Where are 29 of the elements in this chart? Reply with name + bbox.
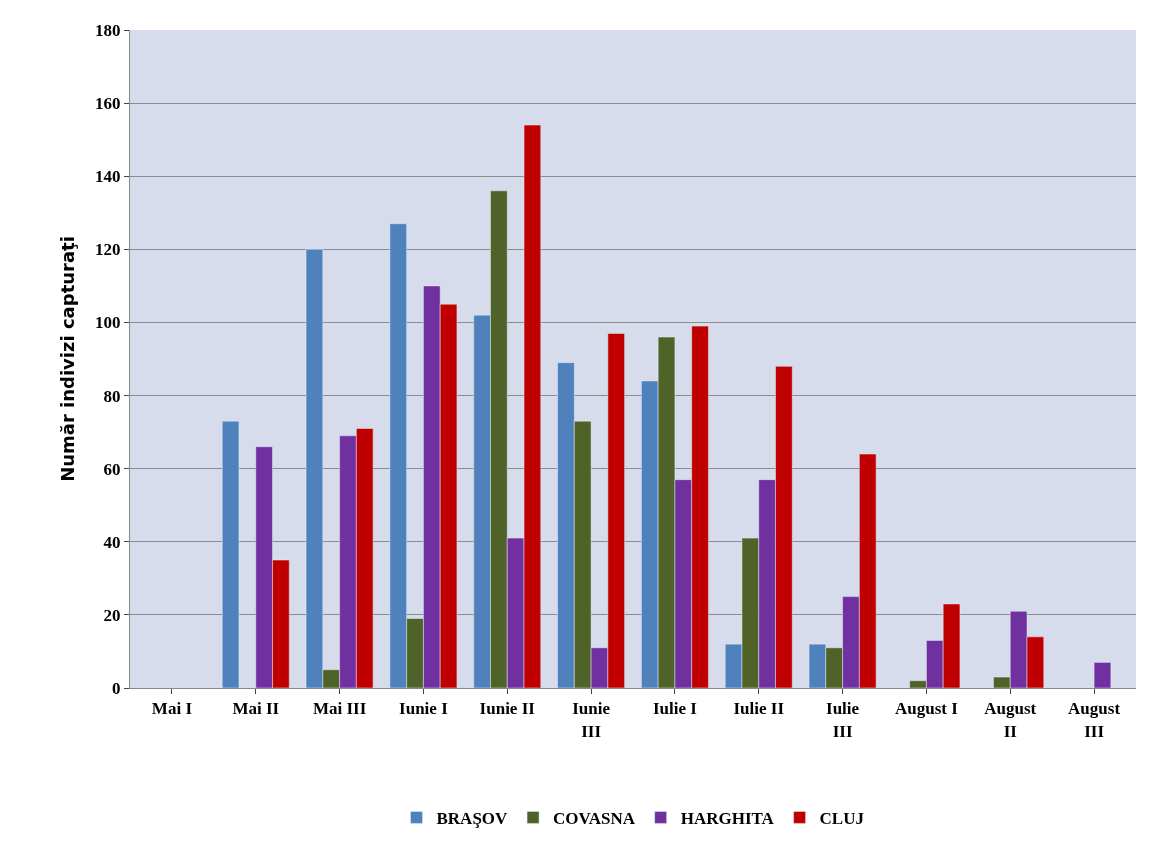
x-tick-label: Iulie III <box>826 699 860 741</box>
x-tick-label: August II <box>984 699 1037 741</box>
legend-label: CLUJ <box>819 809 865 829</box>
x-tick-label: Iunie III <box>572 699 611 741</box>
y-tick-label: 100 <box>95 313 121 333</box>
y-tick-label: 140 <box>95 167 121 187</box>
x-tick-label: Mai III <box>312 699 367 719</box>
legend-label: COVASNA <box>553 809 636 829</box>
x-tick-label: August I <box>895 699 959 719</box>
y-tick-label: 0 <box>112 678 121 698</box>
y-axis-title: Număr indivizi capturaţi <box>57 236 79 482</box>
x-tick-label: Mai I <box>151 699 193 719</box>
y-tick-label: 160 <box>95 94 121 114</box>
x-tick-label: Iunie II <box>479 699 536 719</box>
legend-label: BRAŞOV <box>436 809 509 829</box>
x-tick-label: Mai II <box>232 699 280 719</box>
y-tick-label: 180 <box>95 20 121 40</box>
bar <box>221 420 240 688</box>
x-tick-label: Iulie I <box>652 699 698 719</box>
y-tick-label: 40 <box>103 532 121 552</box>
x-tick-label: Iulie II <box>733 699 785 719</box>
y-tick-label: 80 <box>103 386 121 406</box>
x-tick-label: August III <box>1068 699 1121 741</box>
y-tick-label: 60 <box>103 459 121 479</box>
y-tick-label: 20 <box>103 605 121 625</box>
x-tick-label: Iunie I <box>399 699 449 719</box>
bar <box>1093 662 1112 688</box>
legend-label: HARGHITA <box>680 809 775 829</box>
y-tick-label: 120 <box>95 240 121 260</box>
